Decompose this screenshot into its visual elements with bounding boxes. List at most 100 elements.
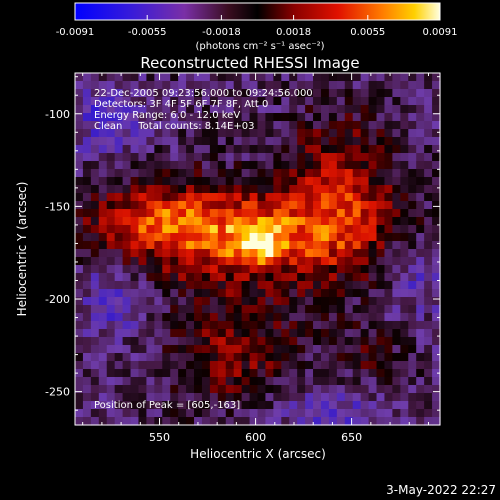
heatmap-cell: [154, 209, 163, 218]
heatmap-cell: [416, 97, 425, 106]
heatmap-cell: [170, 353, 179, 362]
heatmap-cell: [98, 353, 108, 362]
heatmap-cell: [162, 385, 171, 394]
heatmap-cell: [400, 225, 409, 234]
heatmap-cell: [392, 361, 401, 370]
heatmap-cell: [328, 401, 338, 410]
heatmap-cell: [289, 129, 298, 138]
heatmap-cell: [233, 385, 243, 394]
heatmap-cell: [194, 105, 203, 114]
heatmap-cell: [305, 97, 314, 106]
heatmap-cell: [162, 129, 171, 138]
heatmap-cell: [432, 297, 441, 306]
heatmap-cell: [408, 281, 417, 290]
heatmap-cell: [154, 337, 163, 346]
heatmap-cell: [154, 321, 163, 330]
heatmap-cell: [265, 257, 274, 266]
heatmap-cell: [424, 417, 433, 426]
heatmap-cell: [384, 417, 393, 426]
heatmap-cell: [416, 265, 425, 274]
heatmap-cell: [368, 217, 378, 226]
heatmap-cell: [320, 345, 330, 354]
heatmap-cell: [90, 185, 100, 194]
heatmap-cell: [265, 153, 274, 162]
heatmap-cell: [225, 145, 235, 154]
heatmap-cell: [328, 297, 338, 306]
y-tick-label: -100: [45, 108, 70, 121]
heatmap-cell: [138, 361, 148, 370]
heatmap-cell: [122, 417, 132, 426]
heatmap-cell: [217, 145, 227, 154]
heatmap-cell: [416, 169, 425, 178]
heatmap-cell: [289, 393, 298, 402]
heatmap-cell: [432, 313, 441, 322]
heatmap-cell: [352, 377, 362, 386]
heatmap-cell: [368, 273, 378, 282]
heatmap-cell: [249, 417, 259, 426]
heatmap-cell: [376, 377, 386, 386]
heatmap-cell: [313, 345, 322, 354]
heatmap-cell: [98, 121, 108, 130]
heatmap-cell: [233, 361, 243, 370]
heatmap-cell: [154, 201, 163, 210]
heatmap-cell: [114, 217, 124, 226]
heatmap-cell: [130, 241, 140, 250]
heatmap-cell: [305, 385, 314, 394]
heatmap-cell: [313, 249, 322, 258]
heatmap-cell: [384, 369, 393, 378]
heatmap-cell: [162, 113, 171, 122]
heatmap-cell: [114, 145, 124, 154]
heatmap-cell: [384, 321, 393, 330]
heatmap-cell: [170, 185, 179, 194]
heatmap-cell: [138, 353, 148, 362]
heatmap-cell: [170, 361, 179, 370]
colorbar-ticks: -0.0091 -0.0055 -0.0018 0.0018 0.0055 0.0091: [56, 15, 458, 38]
heatmap-cell: [432, 329, 441, 338]
heatmap-cell: [162, 401, 171, 410]
heatmap-cell: [352, 329, 362, 338]
heatmap-cell: [114, 369, 124, 378]
heatmap-cell: [186, 225, 195, 234]
heatmap-cell: [424, 233, 433, 242]
heatmap-cell: [217, 393, 227, 402]
heatmap-cell: [424, 145, 433, 154]
heatmap-cell: [400, 281, 409, 290]
heatmap-cell: [305, 401, 314, 410]
heatmap-cell: [336, 385, 346, 394]
heatmap-cell: [130, 257, 140, 266]
heatmap-cell: [360, 89, 370, 98]
peak-position-label: Position of Peak = [605,-163]: [94, 400, 240, 411]
heatmap-cell: [376, 89, 386, 98]
heatmap-cell: [289, 233, 298, 242]
heatmap-cell: [265, 129, 274, 138]
heatmap-cell: [217, 113, 227, 122]
heatmap-cell: [432, 401, 441, 410]
heatmap-cell: [186, 265, 195, 274]
heatmap-cell: [170, 233, 179, 242]
heatmap-cell: [194, 121, 203, 130]
heatmap-cell: [281, 193, 290, 202]
heatmap-cell: [289, 193, 298, 202]
heatmap-cell: [265, 185, 274, 194]
heatmap-cell: [352, 137, 362, 146]
heatmap-cell: [98, 257, 108, 266]
heatmap-cell: [368, 281, 378, 290]
heatmap-cell: [408, 385, 417, 394]
heatmap-cell: [336, 129, 346, 138]
heatmap-cell: [424, 161, 433, 170]
heatmap-cell: [82, 393, 92, 402]
heatmap-cell: [360, 313, 370, 322]
heatmap-cell: [217, 401, 227, 410]
heatmap-cell: [106, 185, 116, 194]
heatmap-cell: [336, 185, 346, 194]
heatmap-cell: [408, 249, 417, 258]
heatmap-cell: [336, 289, 346, 298]
heatmap-cell: [424, 393, 433, 402]
heatmap-cell: [281, 225, 290, 234]
heatmap-cell: [424, 81, 433, 90]
heatmap-cell: [201, 193, 211, 202]
heatmap-cell: [344, 409, 354, 418]
heatmap-cell: [194, 161, 203, 170]
heatmap-cell: [273, 289, 282, 298]
heatmap-cell: [241, 377, 251, 386]
